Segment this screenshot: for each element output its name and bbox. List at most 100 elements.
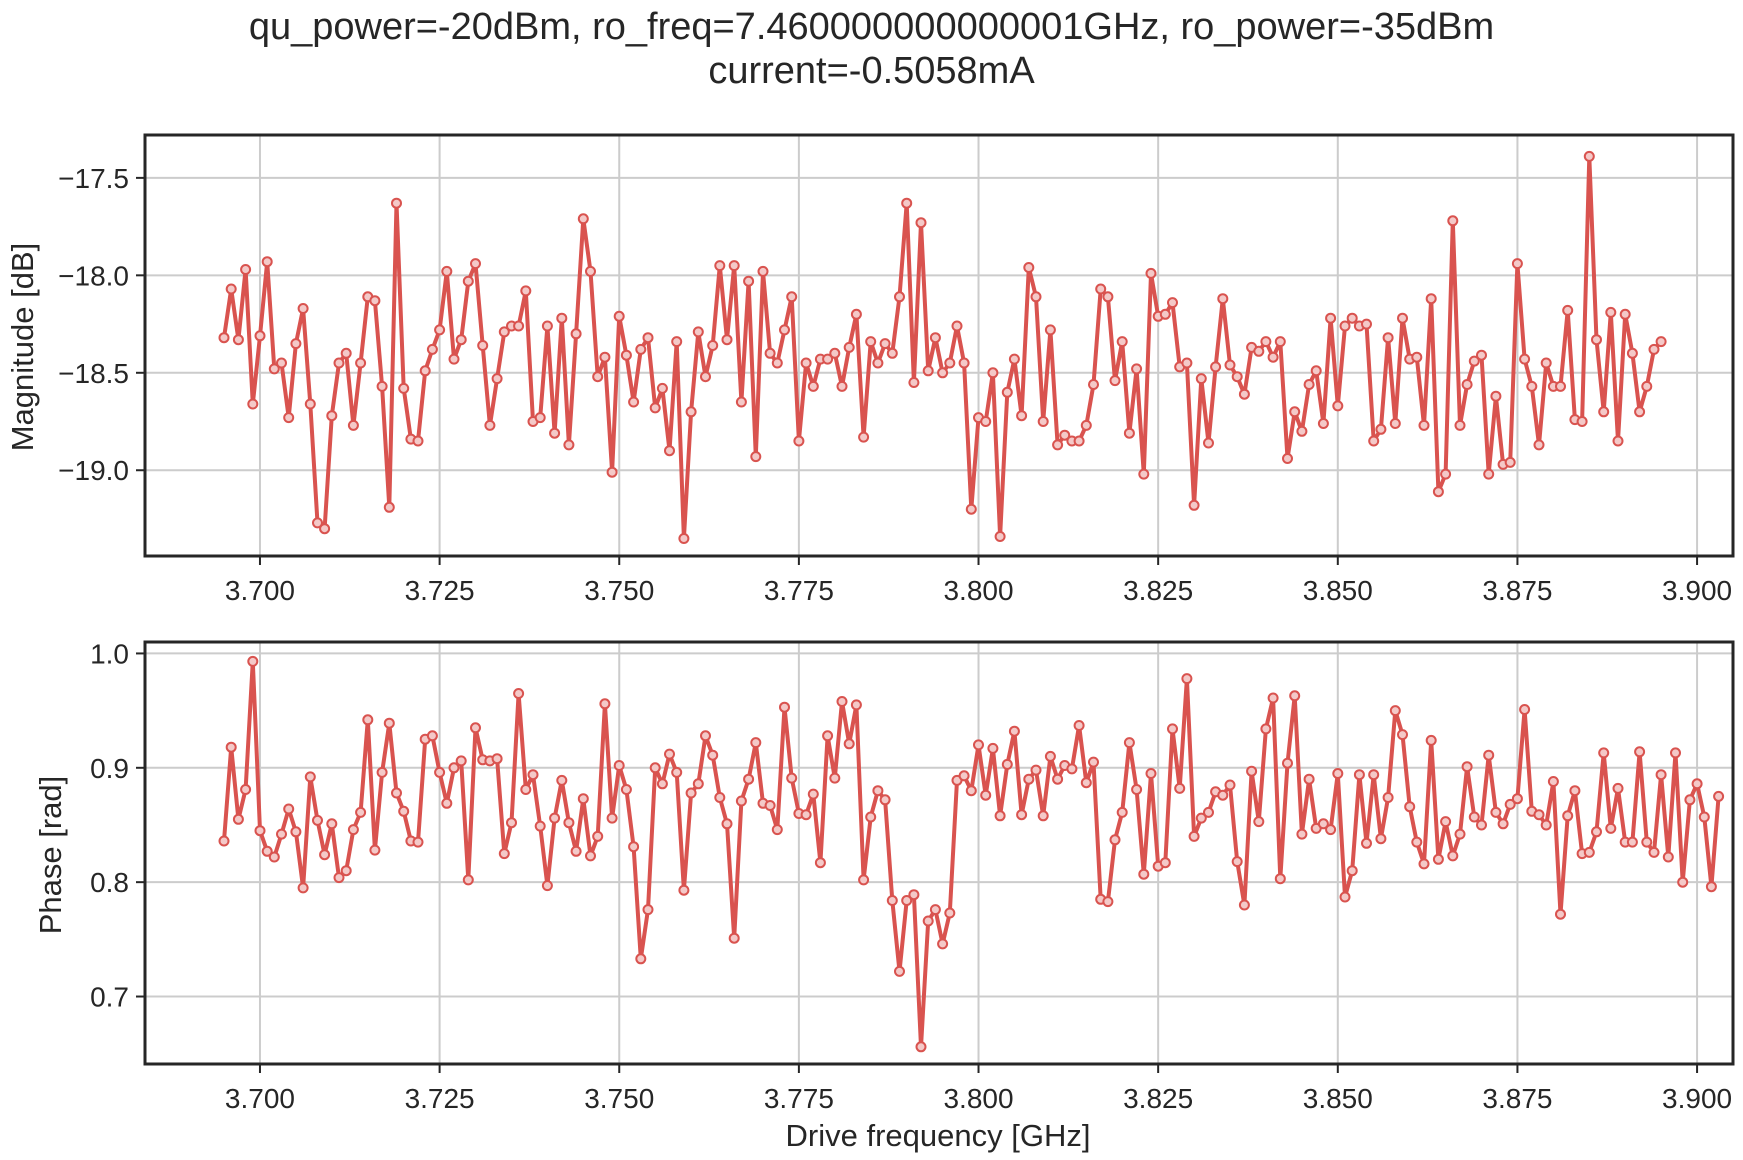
phase-data-point [541,880,553,892]
magnitude-data-point [1540,357,1552,369]
phase-data-point [570,845,582,857]
phase-data-point [1382,792,1394,803]
phase-data-point [1583,846,1595,858]
magnitude-data-point [1655,336,1667,348]
phase-data-point [1691,778,1703,790]
phase-data-point [1454,828,1466,840]
magnitude-data-point [1109,375,1121,387]
magnitude-data-point [771,357,783,369]
magnitude-data-point [1282,453,1293,464]
phase-data-point [743,773,755,785]
magnitude-data-point [240,264,252,275]
magnitude-data-point [1267,351,1279,363]
phase-data-point [1289,690,1301,702]
phase-data-point [1066,763,1078,775]
phase-data-point [1138,868,1150,880]
phase-data-point [1044,750,1056,762]
magnitude-data-point [1224,359,1236,371]
phase-data-point [491,753,503,765]
phase-data-point [678,884,690,896]
phase-data-point [362,714,374,726]
magnitude-data-point [247,398,259,410]
phase-data-point [1109,834,1121,846]
magnitude-x-tick-label: 3.900 [1662,575,1732,606]
magnitude-x-tick-label: 3.825 [1123,575,1193,606]
magnitude-data-point [1418,419,1430,431]
phase-data-point [1332,768,1344,779]
magnitude-data-point [484,419,496,431]
magnitude-data-point [462,275,474,287]
magnitude-data-point [728,260,740,272]
phase-data-point [470,722,481,734]
phase-data-point [649,762,661,774]
magnitude-data-point [1088,379,1099,390]
magnitude-y-axis-label: Magnitude [dB] [5,243,40,452]
magnitude-data-point [642,332,654,344]
phase-data-point [656,778,668,790]
magnitude-data-point [419,365,431,377]
phase-data-point [276,828,287,840]
phase-data-point [1432,853,1444,865]
magnitude-data-point [1382,332,1394,344]
magnitude-data-point [1030,291,1042,303]
magnitude-data-point [1562,304,1574,316]
magnitude-data-point [901,197,913,209]
phase-data-point [958,770,970,782]
phase-data-point [369,844,381,856]
magnitude-data-point [1591,334,1602,346]
phase-data-point [642,904,654,916]
phase-data-point [786,772,798,784]
phase-data-point [1411,836,1423,848]
phase-data-point [1533,809,1545,821]
magnitude-data-point [563,439,575,451]
magnitude-data-point [929,332,941,344]
magnitude-panel: 3.700 3.725 3.750 3.775 3.800 3.825 3.850 3.875… [58,133,1735,606]
magnitude-data-point [922,365,934,377]
magnitude-data-point [1368,435,1380,447]
magnitude-data-point [448,353,460,365]
magnitude-data-point [477,340,489,351]
magnitude-x-tick-label: 3.750 [584,575,654,606]
phase-data-point [1547,776,1559,787]
phase-data-point [1088,756,1099,768]
phase-data-point [1677,876,1689,888]
phase-data-point [247,655,259,667]
magnitude-y-tick-label: −19.0 [58,455,129,486]
phase-data-point [556,774,568,786]
magnitude-data-point [1116,336,1128,348]
phase-data-point [1605,822,1617,834]
phase-data-point [1497,818,1509,830]
phase-data-point [1648,846,1660,858]
magnitude-data-point [1195,373,1207,385]
phase-data-point [513,688,525,699]
phase-data-point [254,825,266,837]
phase-data-point [1217,789,1229,801]
phase-data-point [836,696,848,707]
phase-data-point [987,742,999,754]
magnitude-data-point [1490,390,1502,402]
phase-data-point [707,749,719,761]
phase-data-point [1274,873,1286,885]
magnitude-data-point [355,357,367,369]
magnitude-data-point [1073,435,1085,447]
phase-data-point [398,805,410,817]
magnitude-data-point [599,351,611,363]
phase-data-point [771,824,783,836]
magnitude-data-point [491,373,503,385]
phase-data-point [1008,725,1020,737]
magnitude-data-point [692,326,704,338]
phase-data-point [1447,850,1459,862]
magnitude-data-point [944,357,956,369]
phase-data-point [376,766,388,778]
phase-data-point [383,717,395,729]
phase-data-point [1368,769,1380,781]
magnitude-data-point [994,531,1006,542]
phase-data-point [1591,826,1602,838]
magnitude-data-point [592,371,604,383]
magnitude-data-point [1217,293,1229,305]
magnitude-data-point [1626,347,1638,359]
magnitude-data-point [1425,293,1437,305]
magnitude-data-point [1260,336,1272,348]
magnitude-data-point [1023,262,1035,273]
magnitude-data-point [1138,468,1150,480]
